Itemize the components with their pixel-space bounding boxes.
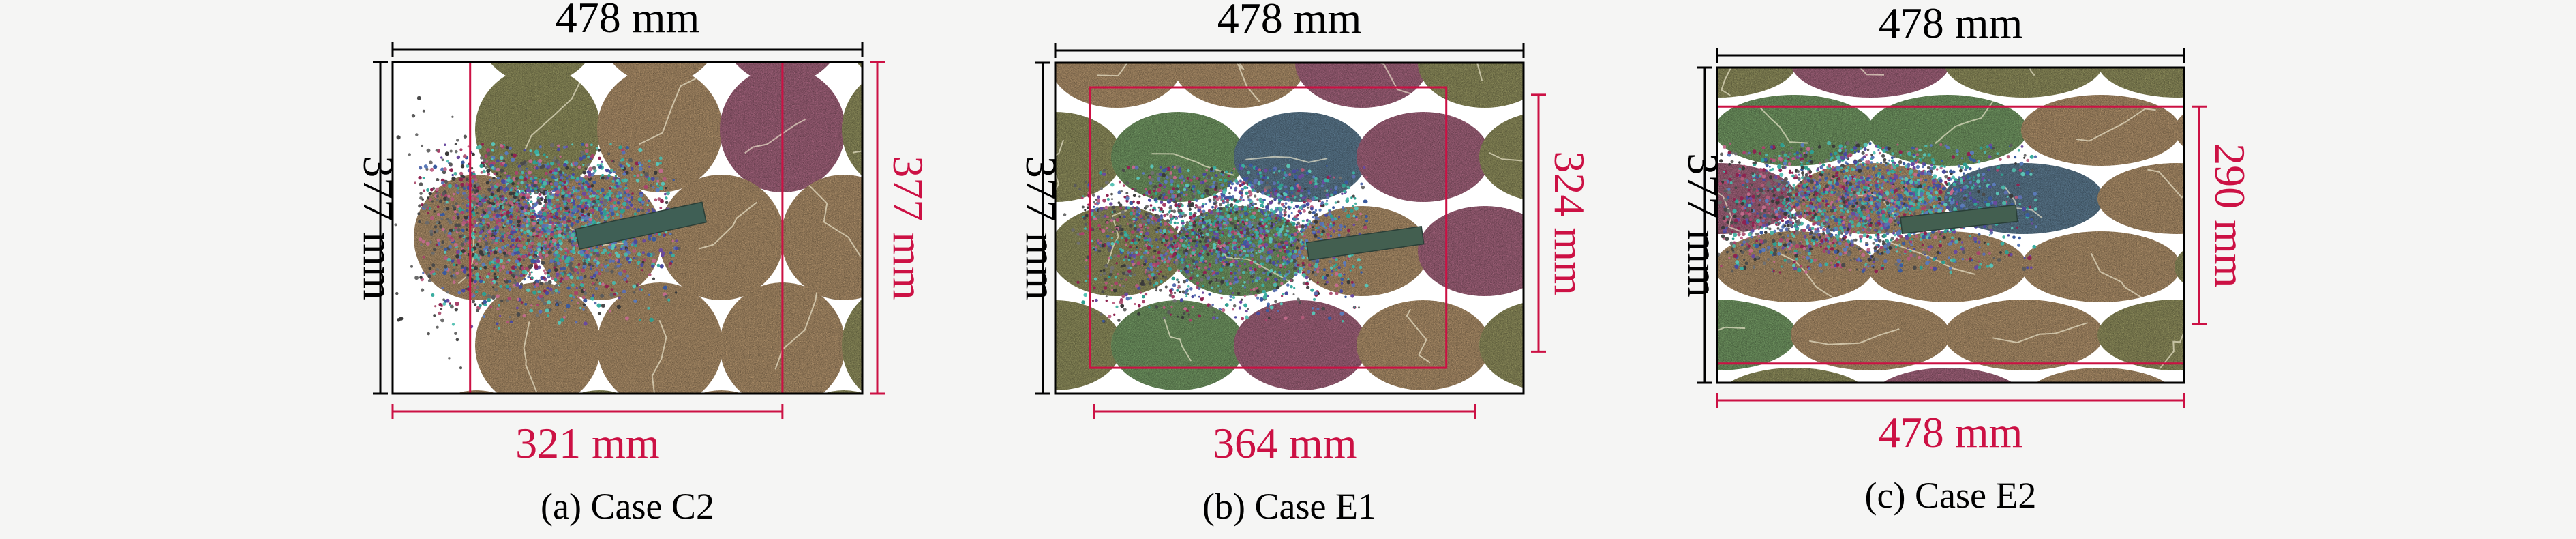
svg-text:377 mm: 377 mm	[354, 156, 403, 300]
svg-text:(a) Case C2: (a) Case C2	[541, 486, 714, 527]
svg-text:478 mm: 478 mm	[556, 0, 700, 42]
svg-text:321 mm: 321 mm	[515, 419, 660, 467]
svg-text:377 mm: 377 mm	[884, 156, 933, 300]
